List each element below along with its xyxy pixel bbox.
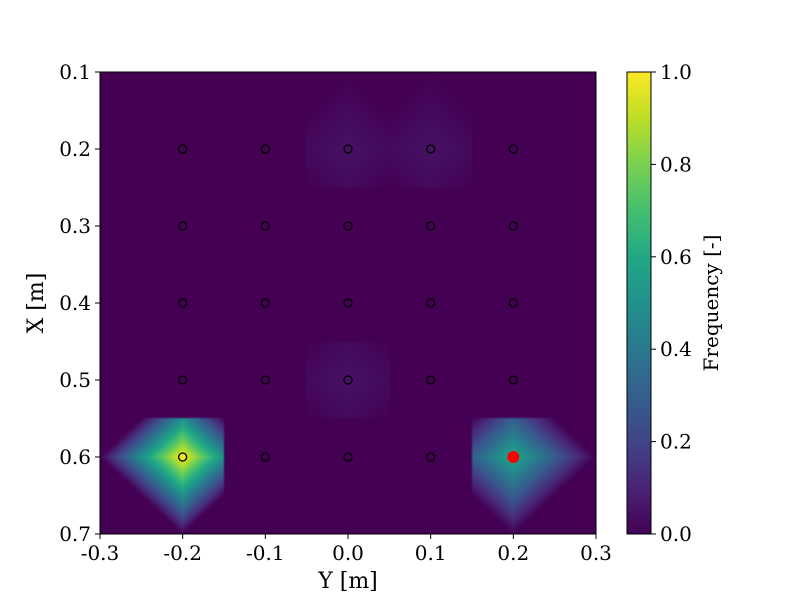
grid-marker bbox=[178, 375, 188, 385]
grid-marker bbox=[508, 375, 518, 385]
colorbar-tick-label: 0.2 bbox=[660, 430, 692, 454]
grid-marker bbox=[260, 144, 270, 154]
colorbar-tick-label: 1.0 bbox=[660, 60, 692, 84]
y-tick-label: 0.3 bbox=[59, 214, 91, 238]
grid-marker bbox=[426, 221, 436, 231]
x-axis: -0.3 -0.2 -0.1 0.0 0.1 0.2 0.3 bbox=[81, 534, 612, 565]
grid-marker bbox=[426, 144, 436, 154]
grid-marker bbox=[343, 221, 353, 231]
x-tick-label: -0.2 bbox=[163, 541, 202, 565]
y-axis-label: X [m] bbox=[24, 273, 49, 334]
x-tick-label: 0.2 bbox=[497, 541, 529, 565]
grid-marker bbox=[508, 221, 518, 231]
grid-marker bbox=[343, 298, 353, 308]
x-tick-label: -0.3 bbox=[81, 541, 120, 565]
grid-marker bbox=[426, 375, 436, 385]
y-tick-label: 0.1 bbox=[59, 60, 91, 84]
grid-marker bbox=[343, 452, 353, 462]
highlight-point bbox=[507, 451, 520, 463]
x-tick-label: 0.3 bbox=[580, 541, 612, 565]
grid-marker bbox=[426, 452, 436, 462]
x-tick-label: 0.0 bbox=[332, 541, 364, 565]
grid-marker bbox=[178, 298, 188, 308]
y-tick-label: 0.7 bbox=[59, 522, 91, 546]
grid-marker bbox=[178, 452, 188, 462]
colorbar-tick-label: 0.4 bbox=[660, 337, 692, 361]
x-axis-label: Y [m] bbox=[317, 569, 378, 594]
y-tick-label: 0.5 bbox=[59, 368, 91, 392]
grid-marker bbox=[260, 221, 270, 231]
colorbar-tick-label: 0.6 bbox=[660, 245, 692, 269]
x-tick-label: 0.1 bbox=[415, 541, 447, 565]
grid-marker bbox=[343, 375, 353, 385]
grid-markers bbox=[178, 144, 520, 463]
colorbar-axis: 0.0 0.2 0.4 0.6 0.8 1.0 bbox=[651, 60, 692, 546]
grid-marker bbox=[508, 298, 518, 308]
heatmap-surface bbox=[100, 72, 596, 534]
colorbar-tick-label: 0.8 bbox=[660, 152, 692, 176]
y-tick-label: 0.2 bbox=[59, 137, 91, 161]
grid-marker bbox=[260, 375, 270, 385]
y-axis: 0.1 0.2 0.3 0.4 0.5 0.6 0.7 bbox=[59, 60, 100, 546]
grid-marker bbox=[178, 144, 188, 154]
y-tick-label: 0.6 bbox=[59, 445, 91, 469]
colorbar-tick-label: 0.0 bbox=[660, 522, 692, 546]
grid-marker bbox=[508, 144, 518, 154]
y-tick-label: 0.4 bbox=[59, 291, 91, 315]
grid-marker bbox=[260, 452, 270, 462]
grid-marker bbox=[426, 298, 436, 308]
grid-marker bbox=[178, 221, 188, 231]
grid-marker bbox=[260, 298, 270, 308]
grid-marker bbox=[343, 144, 353, 154]
colorbar-label: Frequency [-] bbox=[699, 235, 723, 372]
x-tick-label: -0.1 bbox=[246, 541, 285, 565]
colorbar bbox=[626, 71, 652, 535]
